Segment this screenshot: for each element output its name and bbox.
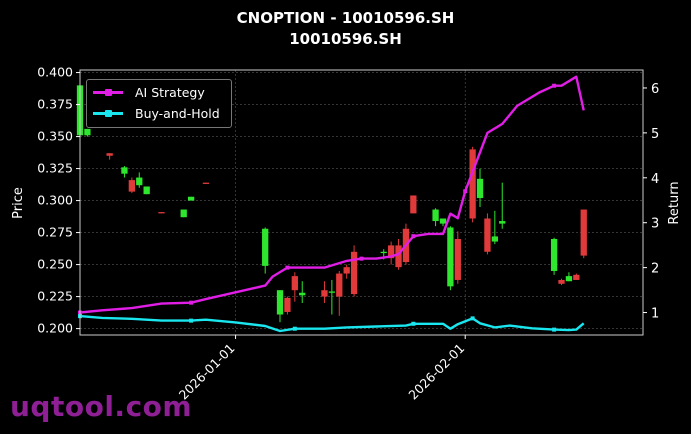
chart-title-block: CNOPTION - 10010596.SH 10010596.SH xyxy=(0,8,691,50)
candle-body xyxy=(336,273,343,297)
candle-body xyxy=(558,279,565,284)
candle-body xyxy=(573,274,580,280)
candle-body xyxy=(350,251,358,295)
candle-body xyxy=(321,290,328,297)
legend-item-ai-strategy: AI Strategy xyxy=(93,82,205,102)
candle-body xyxy=(550,238,558,271)
candle-body xyxy=(143,186,150,195)
candle-body xyxy=(380,251,387,254)
candle-body xyxy=(484,218,491,252)
candle-body xyxy=(128,180,136,192)
candle-body xyxy=(580,209,587,256)
candle-body xyxy=(454,238,461,280)
candle-body xyxy=(276,290,284,315)
candle-body xyxy=(432,209,439,222)
return-tick-label: 5 xyxy=(651,127,659,142)
return-tick-label: 1 xyxy=(651,307,659,322)
price-tick-label: 0.250 xyxy=(37,257,73,272)
candle-body xyxy=(136,177,143,186)
price-tick-label: 0.225 xyxy=(37,289,73,304)
candle-body xyxy=(565,276,573,282)
candle-body xyxy=(180,209,187,218)
candle-body xyxy=(499,221,506,224)
candle-body xyxy=(121,167,128,174)
return-tick-label: 4 xyxy=(651,172,659,187)
return-tick-label: 6 xyxy=(651,82,659,97)
point-ai-strategy xyxy=(463,189,468,194)
grid-lines xyxy=(80,70,643,335)
candle-body xyxy=(291,276,298,291)
price-tick-label: 0.375 xyxy=(37,97,73,112)
candle-body xyxy=(395,245,402,268)
legend-label-ai-strategy: AI Strategy xyxy=(135,84,205,100)
candle-body xyxy=(447,227,454,287)
point-buy-and-hold xyxy=(189,318,194,323)
candle-body xyxy=(284,297,291,312)
return-axis: 1 2 3 4 5 6 xyxy=(643,82,659,322)
return-tick-label: 2 xyxy=(651,262,659,277)
return-axis-label: Return xyxy=(667,181,682,224)
date-axis: 2026-01-01 2026-02-01 xyxy=(176,335,467,403)
price-tick-label: 0.200 xyxy=(37,321,73,336)
legend-label-buy-and-hold: Buy-and-Hold xyxy=(135,105,220,121)
legend: AI Strategy Buy-and-Hold xyxy=(86,79,232,128)
return-tick-label: 3 xyxy=(651,217,659,232)
candle-body xyxy=(202,182,210,184)
line-ai-strategy xyxy=(79,75,585,314)
point-ai-strategy xyxy=(359,256,364,261)
candle-body xyxy=(299,292,306,296)
point-ai-strategy xyxy=(552,83,557,88)
candle-body xyxy=(328,291,336,293)
candle-body xyxy=(84,128,91,136)
price-axis: 0.200 0.225 0.250 0.275 0.300 0.325 0.350 0.375… xyxy=(37,65,80,336)
candle-body xyxy=(158,212,165,214)
candle-body xyxy=(491,236,498,242)
price-axis-label: Price xyxy=(11,187,26,219)
point-buy-and-hold xyxy=(552,327,557,332)
candle-body xyxy=(439,218,447,224)
candle-body xyxy=(469,149,476,219)
plot-frame xyxy=(79,69,644,336)
candle-body xyxy=(187,196,195,201)
point-ai-strategy xyxy=(285,265,290,270)
candle-body xyxy=(106,153,113,156)
candle-body xyxy=(387,245,395,259)
candle-body xyxy=(476,178,484,199)
point-ai-strategy xyxy=(411,234,416,239)
line-buy-and-hold xyxy=(79,314,585,333)
legend-swatch-ai-strategy xyxy=(93,88,123,96)
candle-body xyxy=(262,228,269,266)
point-buy-and-hold xyxy=(292,326,297,331)
price-tick-label: 0.350 xyxy=(37,129,73,144)
candle-body xyxy=(343,267,350,274)
legend-item-buy-and-hold: Buy-and-Hold xyxy=(93,103,220,123)
point-buy-and-hold xyxy=(411,321,416,326)
candle-body xyxy=(410,195,417,214)
point-buy-and-hold xyxy=(470,316,475,321)
price-tick-label: 0.325 xyxy=(37,161,73,176)
legend-swatch-buy-and-hold xyxy=(93,109,123,117)
price-tick-label: 0.275 xyxy=(37,225,73,240)
point-ai-strategy xyxy=(189,300,194,305)
price-tick-label: 0.400 xyxy=(37,65,73,80)
chart-subtitle: 10010596.SH xyxy=(289,30,402,48)
chart-title: CNOPTION - 10010596.SH xyxy=(236,9,455,27)
watermark: uqtool.com xyxy=(10,390,193,423)
price-tick-label: 0.300 xyxy=(37,193,73,208)
date-tick-label: 2026-02-01 xyxy=(405,341,467,403)
